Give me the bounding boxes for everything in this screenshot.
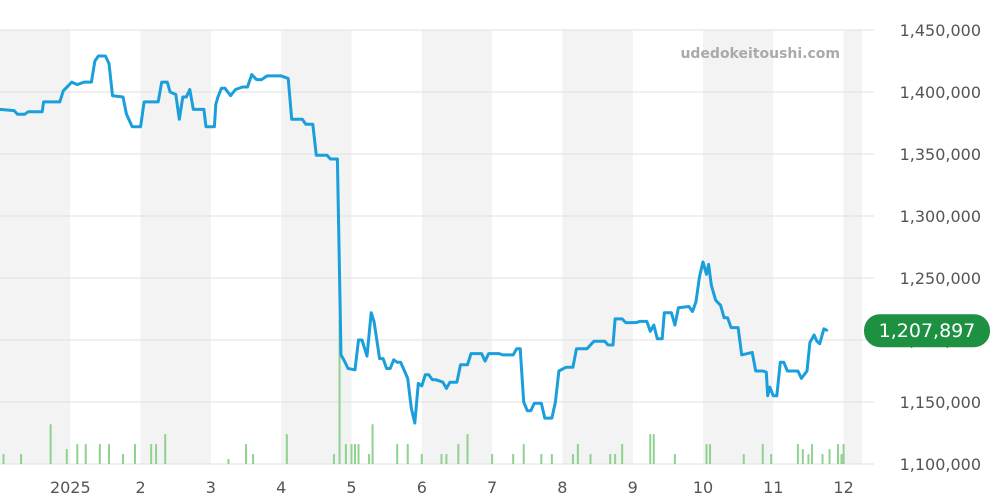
volume-bar (155, 444, 158, 464)
volume-bar (122, 454, 125, 464)
volume-bar (98, 444, 101, 464)
volume-bar (164, 434, 167, 464)
volume-bar (245, 444, 248, 464)
volume-bar (621, 444, 624, 464)
volume-bar (571, 454, 574, 464)
grid-lines (0, 29, 874, 465)
volume-bar (20, 454, 23, 464)
volume-bar (350, 444, 353, 464)
volume-bar (133, 444, 136, 464)
volume-bar (522, 444, 525, 464)
x-tick-label: 12 (833, 478, 853, 497)
month-band (281, 30, 352, 464)
volume-bar (742, 454, 745, 464)
volume-bar (440, 454, 443, 464)
volume-bar (354, 444, 357, 464)
x-tick-label: 9 (628, 478, 638, 497)
y-tick-label: 1,300,000 (900, 207, 981, 226)
volume-bar (589, 454, 592, 464)
volume-bar (2, 454, 5, 464)
volume-bar (673, 454, 676, 464)
volume-bar (65, 449, 68, 464)
volume-bar (842, 444, 845, 464)
y-axis: 1,100,0001,150,0001,200,0001,250,0001,30… (900, 21, 981, 474)
volume-bar (801, 449, 804, 464)
volume-bar (76, 444, 79, 464)
volume-bar (821, 454, 824, 464)
x-tick-label: 5 (346, 478, 356, 497)
last-value-badge: 1,207,897 (864, 314, 990, 348)
volume-bar (406, 444, 409, 464)
x-tick-label: 3 (206, 478, 216, 497)
volume-bar (709, 444, 712, 464)
volume-bar (705, 444, 708, 464)
volume-bar (652, 434, 655, 464)
x-tick-label: 8 (557, 478, 567, 497)
x-tick-label: 11 (763, 478, 783, 497)
price-line (0, 54, 829, 425)
volume-bar (614, 454, 617, 464)
volume-bar (810, 444, 813, 464)
volume-bar (457, 444, 460, 464)
volume-bar (761, 444, 764, 464)
volume-bar (540, 454, 543, 464)
x-axis: 2025 2 3 4 5 6 7 8 9 10 11 12 (50, 478, 854, 497)
volume-bar (371, 424, 374, 464)
volume-bar (332, 454, 335, 464)
volume-bar (107, 444, 110, 464)
volume-bar (420, 454, 423, 464)
y-tick-label: 1,450,000 (900, 21, 981, 40)
watermark-text: udedokeitoushi.com (680, 46, 840, 62)
volume-bar (49, 424, 52, 464)
volume-bar (828, 449, 831, 464)
volume-bar (227, 459, 230, 464)
x-tick-label: 2 (136, 478, 146, 497)
volume-bar (512, 454, 515, 464)
volume-bar (836, 444, 839, 464)
volume-bar (840, 454, 843, 464)
volume-bar (84, 444, 87, 464)
x-tick-label: 10 (693, 478, 713, 497)
volume-bar (344, 444, 347, 464)
month-band (0, 30, 71, 464)
volume-bar (445, 454, 448, 464)
y-tick-label: 1,150,000 (900, 393, 981, 412)
volume-bar (576, 444, 579, 464)
volume-bar (491, 454, 494, 464)
volume-bar (466, 434, 469, 464)
last-value-badge-bg (864, 314, 990, 348)
month-band (843, 30, 862, 464)
volume-bar (770, 454, 773, 464)
x-tick-label: 4 (276, 478, 286, 497)
month-band (562, 30, 633, 464)
x-tick-label: 7 (487, 478, 497, 497)
volume-bar (150, 444, 153, 464)
volume-bar (285, 434, 288, 464)
volume-bar (396, 444, 399, 464)
x-tick-label: 2025 (50, 478, 91, 497)
last-value-label: 1,207,897 (879, 320, 976, 342)
y-tick-label: 1,400,000 (900, 83, 981, 102)
volume-bar (357, 444, 360, 464)
volume-bars (2, 320, 845, 464)
volume-bar (649, 434, 652, 464)
y-tick-label: 1,250,000 (900, 269, 981, 288)
y-tick-label: 1,350,000 (900, 145, 981, 164)
volume-bar (807, 454, 810, 464)
volume-bar (338, 320, 341, 464)
volume-bar (796, 444, 799, 464)
month-band (703, 30, 774, 464)
volume-bar (252, 454, 255, 464)
volume-bar (550, 454, 553, 464)
volume-bar (368, 454, 371, 464)
y-tick-label: 1,100,000 (900, 455, 981, 474)
volume-bar (609, 454, 612, 464)
month-bands (0, 30, 862, 464)
month-band (421, 30, 493, 464)
x-tick-label: 6 (417, 478, 427, 497)
